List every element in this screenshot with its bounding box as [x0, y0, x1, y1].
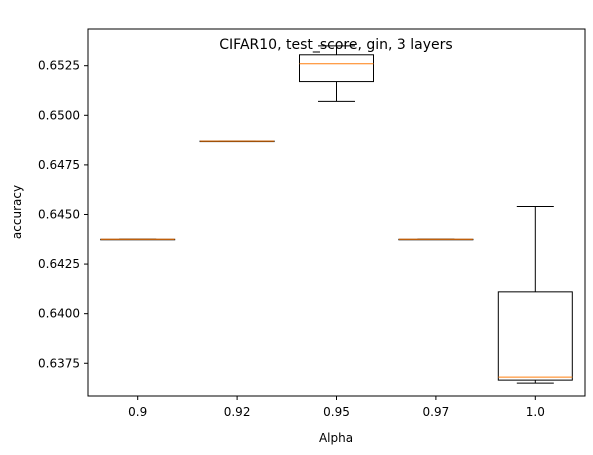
box-group [100, 238, 176, 241]
chart-title: CIFAR10, test_score, gin, 3 layers [219, 37, 452, 53]
y-tick-label: 0.6400 [38, 307, 80, 321]
x-tick-label: 0.9 [128, 405, 147, 419]
x-axis-label: Alpha [319, 431, 353, 445]
box-group [497, 206, 573, 384]
box-body [497, 291, 573, 381]
x-tick-label: 0.95 [323, 405, 350, 419]
box-group [299, 45, 374, 102]
y-tick-label: 0.6475 [38, 158, 80, 172]
x-tick-label: 1.0 [526, 405, 545, 419]
box-body [299, 54, 374, 83]
y-tick-label: 0.6375 [38, 356, 80, 370]
plot-area [100, 45, 573, 384]
box-group [398, 238, 474, 241]
x-tick-label: 0.92 [224, 405, 251, 419]
y-tick-label: 0.6500 [38, 108, 80, 122]
box-group [199, 140, 275, 143]
y-tick-label: 0.6450 [38, 207, 80, 221]
x-axis: 0.9 0.92 0.95 0.97 1.0 [128, 396, 545, 419]
y-tick-label: 0.6525 [38, 59, 80, 73]
y-axis: 0.6375 0.6400 0.6425 0.6450 0.6475 0.6500 0.65… [38, 59, 88, 370]
x-tick-label: 0.97 [423, 405, 450, 419]
y-axis-label: accuracy [10, 185, 24, 239]
y-tick-label: 0.6425 [38, 257, 80, 271]
